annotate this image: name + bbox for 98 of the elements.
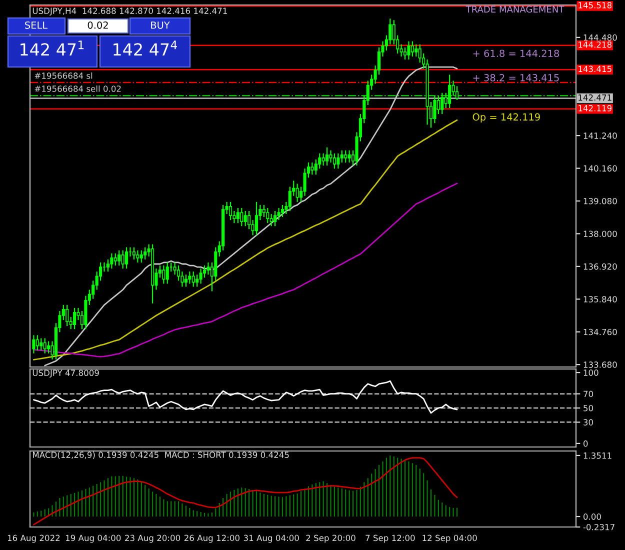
y-tick-label: 70 (584, 390, 593, 398)
candlestick (32, 334, 36, 354)
y-tick-label: 135.840 (584, 296, 617, 302)
chart-title: USDJPY 47.8009 (32, 370, 99, 378)
candlestick (244, 210, 247, 227)
candlestick (270, 213, 273, 227)
annotation: + 61.8 = 144.218 (473, 50, 560, 58)
candlestick (296, 183, 299, 202)
candlestick (240, 207, 244, 227)
candlestick (336, 152, 340, 170)
candlestick (280, 204, 284, 218)
annotation: SELL (25, 21, 48, 29)
chart-title: USDJPY,H4 142.688 142.870 142.416 142.471 (32, 8, 227, 16)
line-series (33, 380, 458, 414)
x-tick-label: 31 Aug 04:00 (244, 534, 299, 543)
annotation: 0.02 (88, 21, 108, 29)
line-series (33, 119, 458, 360)
candlestick (114, 252, 117, 266)
candlestick (254, 201, 258, 236)
x-tick-label: 12 Sep 04:00 (422, 534, 477, 543)
candlestick (47, 340, 50, 354)
annotation: 142 47$^{1}$ (20, 40, 84, 56)
candlestick (199, 268, 202, 284)
text: TRADE MANAGEMENT (466, 6, 564, 13)
y-tick-label: 139.080 (584, 198, 617, 204)
candlestick (340, 150, 344, 164)
ref-line-label: #19566684 sl (34, 72, 92, 79)
annotation: BUY (151, 22, 170, 29)
candlestick (125, 246, 128, 270)
candlestick (274, 210, 277, 227)
candlestick (192, 271, 195, 288)
candlestick (162, 264, 166, 284)
candlestick (136, 250, 140, 264)
y-tick-label: 138.000 (584, 230, 617, 237)
candlestick (448, 74, 452, 109)
ref-line-label: 142.471 (578, 94, 612, 101)
annotation: + 38.2 = 143.415 (473, 74, 559, 82)
y-tick-label: 50 (584, 404, 593, 412)
candlestick (326, 146, 329, 166)
candlestick (206, 262, 210, 276)
candlestick (266, 207, 270, 224)
candlestick (410, 40, 414, 58)
y-tick-label: 30 (584, 419, 593, 426)
y-tick-label: 140.160 (584, 165, 617, 172)
x-tick-label: 19 Aug 04:00 (66, 534, 121, 543)
candlestick (140, 250, 143, 264)
y-tick-label: 133.680 (584, 362, 617, 368)
candlestick (121, 250, 124, 270)
candlestick (166, 262, 169, 284)
x-tick-label: 23 Aug 20:00 (125, 534, 180, 543)
y-tick-label: 0.00 (583, 514, 601, 520)
ref-line-label: #19566684 sell 0.02 (34, 85, 121, 92)
ref-line-label: 143.415 (578, 66, 612, 72)
candlestick (144, 246, 147, 260)
annotation: 142 47$^{4}$ (114, 40, 177, 56)
x-tick-label: 2 Sep 20:00 (306, 534, 356, 543)
x-tick-label: 16 Aug 2022 (8, 534, 60, 543)
candlestick (400, 44, 403, 58)
candlestick (43, 338, 46, 354)
candlestick (40, 338, 43, 351)
y-tick-label: 1.3511 (584, 452, 612, 459)
annotation: Op = 142.119 (472, 113, 540, 123)
candlestick (414, 44, 418, 58)
candlestick (407, 40, 410, 60)
ref-line-label: 145.518 (578, 2, 612, 8)
candlestick (132, 246, 136, 260)
candlestick (184, 274, 188, 288)
candlestick (228, 201, 232, 221)
candlestick (440, 92, 444, 115)
ref-line-label: 142.119 (578, 105, 612, 112)
chart-title: MACD(12,26,9) 0.1939 0.4245 MACD : SHORT 0.1939 0.4245 (33, 452, 289, 459)
candlestick (73, 307, 76, 330)
candlestick (433, 95, 436, 124)
candlestick (332, 152, 336, 170)
candlestick (36, 334, 39, 351)
x-tick-label: 7 Sep 12:00 (366, 534, 415, 543)
candlestick (310, 162, 314, 176)
y-tick-label: -0.2317 (583, 524, 614, 530)
candlestick (403, 46, 407, 60)
candlestick (188, 271, 192, 284)
candlestick (110, 252, 114, 270)
candlestick (236, 207, 240, 224)
candlestick (118, 250, 121, 266)
candlestick (348, 150, 351, 164)
y-tick-label: 136.920 (584, 263, 617, 270)
y-tick-label: 0 (583, 440, 588, 447)
candlestick (436, 95, 440, 115)
candlestick (322, 152, 325, 166)
ref-line-label: 144.218 (578, 41, 612, 48)
candlestick (344, 150, 348, 164)
y-tick-label: 134.760 (584, 328, 617, 336)
line-series (33, 457, 458, 526)
y-tick-label: 141.240 (584, 132, 617, 139)
y-tick-label: 100 (584, 370, 598, 376)
candlestick (66, 304, 69, 327)
x-tick-label: 26 Aug 12:00 (184, 534, 240, 543)
y-tick-label: 144.480 (584, 34, 617, 41)
line-series (33, 182, 458, 358)
